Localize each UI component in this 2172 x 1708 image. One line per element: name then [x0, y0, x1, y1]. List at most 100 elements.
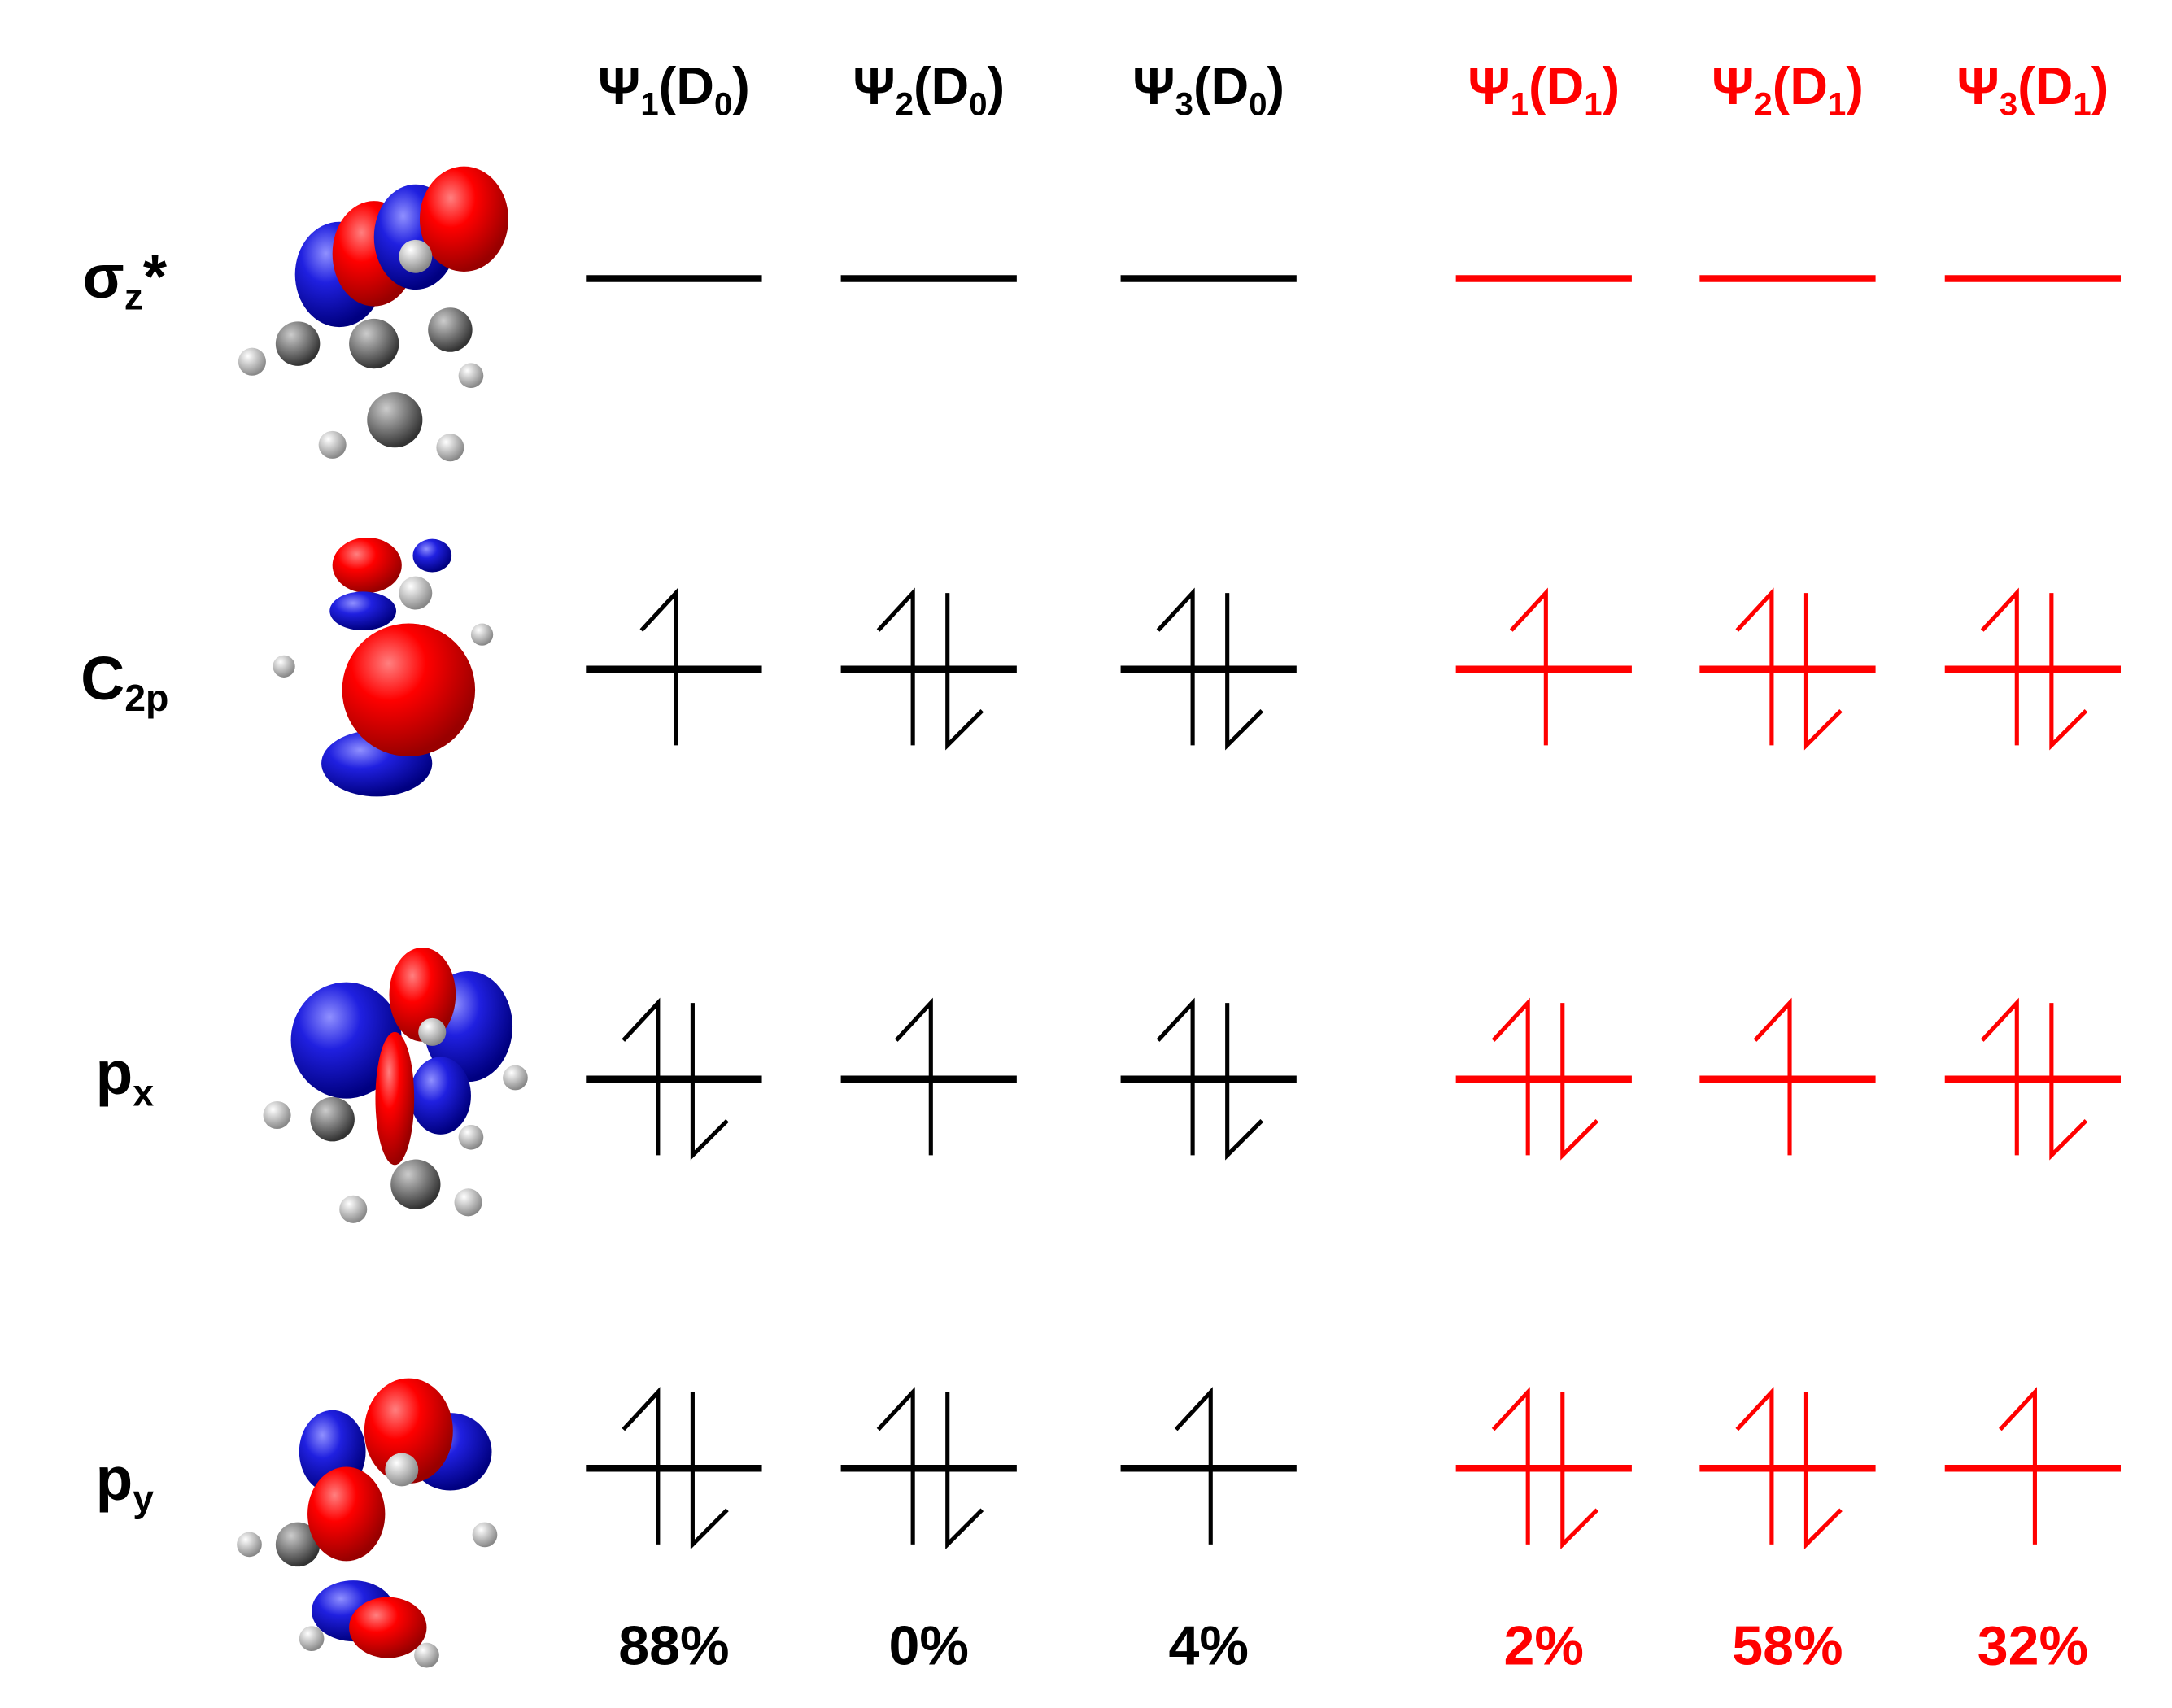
- column-label: Ψ2(D0): [853, 56, 1005, 122]
- spin-up-arrow: [1174, 1387, 1213, 1545]
- orbital-image: [237, 1378, 498, 1668]
- orbital-image: [238, 166, 508, 462]
- orbital-level: [1455, 997, 1632, 1161]
- subscript: 2: [896, 86, 914, 122]
- spin-up-arrow: [1491, 1387, 1530, 1545]
- orbital-level: [1944, 997, 2121, 1161]
- orbital-level: [1120, 587, 1297, 751]
- subscript: 3: [2000, 86, 2017, 122]
- orbital-level: [840, 587, 1017, 751]
- spin-down-arrow: [1560, 1003, 1599, 1161]
- orbital-level: [840, 997, 1017, 1156]
- orbital-level: [1699, 587, 1876, 751]
- spin-down-arrow: [2049, 1003, 2088, 1161]
- label-part: σ: [82, 242, 124, 311]
- label-part: C: [81, 644, 124, 712]
- row-label: py: [95, 1444, 154, 1520]
- orbital-level: [840, 1387, 1017, 1550]
- spin-up-arrow: [1753, 997, 1792, 1156]
- label-part: (D: [1529, 56, 1584, 115]
- orbital-level: [586, 587, 762, 746]
- label-part: ): [988, 56, 1005, 115]
- row-label: C2p: [81, 644, 168, 720]
- label-part: ): [1603, 56, 1620, 115]
- label-part: Ψ: [1956, 56, 1999, 115]
- column-label: Ψ2(D1): [1712, 56, 1864, 122]
- label-part: p: [95, 1444, 133, 1513]
- spin-up-arrow: [1491, 997, 1530, 1156]
- label-part: p: [95, 1039, 133, 1107]
- subscript: 0: [969, 86, 987, 122]
- spin-up-arrow: [876, 587, 915, 746]
- percentage: 88%: [618, 1614, 729, 1676]
- orbital-level: [586, 1387, 762, 1550]
- orbital-level: [1120, 997, 1297, 1161]
- subscript: 0: [1249, 86, 1267, 122]
- orbital-level: [1944, 1387, 2121, 1545]
- subscript: x: [133, 1072, 154, 1114]
- spin-down-arrow: [1803, 1392, 1843, 1550]
- spin-up-arrow: [1156, 587, 1195, 746]
- orbital-level: [1699, 997, 1876, 1156]
- label-part: Ψ: [853, 56, 895, 115]
- spin-down-arrow: [945, 593, 984, 751]
- subscript: 1: [1584, 86, 1602, 122]
- subscript: 1: [640, 86, 658, 122]
- orbital-level: [1120, 1387, 1297, 1545]
- orbital-image: [263, 947, 528, 1223]
- subscript: 1: [1511, 86, 1529, 122]
- spin-up-arrow: [876, 1387, 915, 1545]
- label-part: (D: [914, 56, 969, 115]
- label-part: ): [1267, 56, 1285, 115]
- spin-up-arrow: [622, 997, 661, 1156]
- percentage: 32%: [1978, 1614, 2088, 1676]
- spin-up-arrow: [1735, 587, 1774, 746]
- spin-down-arrow: [1225, 593, 1264, 751]
- label-part: Ψ: [1132, 56, 1175, 115]
- spin-up-arrow: [1509, 587, 1548, 746]
- subscript: 1: [1828, 86, 1846, 122]
- label-part: Ψ: [598, 56, 640, 115]
- spin-down-arrow: [945, 1392, 984, 1550]
- subscript: 2: [1754, 86, 1772, 122]
- percentage: 4%: [1168, 1614, 1248, 1676]
- percentage: 2%: [1504, 1614, 1584, 1676]
- orbital-level: [1455, 1387, 1632, 1550]
- orbital-level: [1699, 1387, 1876, 1550]
- subscript: z: [124, 276, 143, 318]
- label-part: (D: [2017, 56, 2073, 115]
- label-part: (D: [1193, 56, 1249, 115]
- spin-up-arrow: [639, 587, 678, 746]
- percentage: 58%: [1732, 1614, 1843, 1676]
- spin-down-arrow: [1225, 1003, 1264, 1161]
- spin-down-arrow: [1560, 1392, 1599, 1550]
- label-part: (D: [659, 56, 714, 115]
- label-part: *: [143, 242, 168, 311]
- subscript: y: [133, 1478, 154, 1520]
- label-part: Ψ: [1468, 56, 1510, 115]
- orbital-level: [586, 997, 762, 1161]
- column-label: Ψ3(D1): [1956, 56, 2109, 122]
- label-part: ): [2091, 56, 2109, 115]
- spin-up-arrow: [622, 1387, 661, 1545]
- label-part: (D: [1773, 56, 1828, 115]
- spin-down-arrow: [690, 1003, 729, 1161]
- column-label: Ψ1(D1): [1468, 56, 1620, 122]
- spin-down-arrow: [690, 1392, 729, 1550]
- column-label: Ψ3(D0): [1132, 56, 1284, 122]
- subscript: 1: [2073, 86, 2091, 122]
- column-label: Ψ1(D0): [598, 56, 750, 122]
- row-label: σz*: [82, 242, 167, 318]
- row-label: px: [95, 1039, 154, 1114]
- spin-up-arrow: [1980, 587, 2019, 746]
- label-part: ): [1846, 56, 1864, 115]
- spin-up-arrow: [1980, 997, 2019, 1156]
- spin-up-arrow: [1735, 1387, 1774, 1545]
- percentage: 0%: [889, 1614, 969, 1676]
- orbital-level: [1944, 587, 2121, 751]
- spin-down-arrow: [2049, 593, 2088, 751]
- subscript: 0: [714, 86, 732, 122]
- orbital-level: [1455, 587, 1632, 746]
- subscript: 3: [1175, 86, 1193, 122]
- subscript: 2p: [124, 678, 168, 720]
